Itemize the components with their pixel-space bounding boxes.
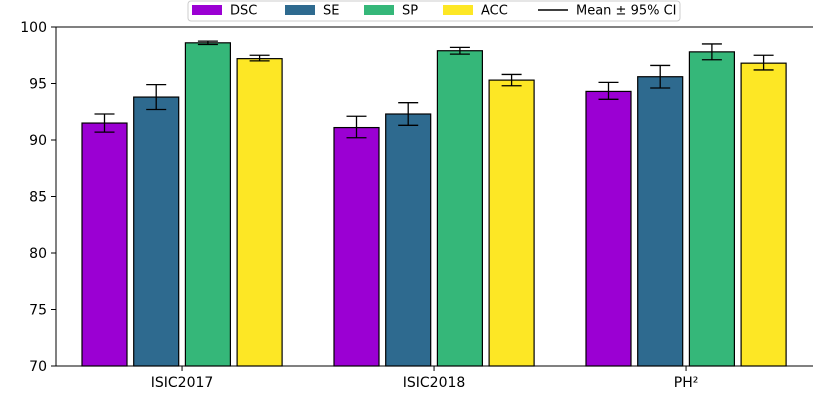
legend-swatch-se	[285, 5, 315, 15]
legend-swatch-sp	[364, 5, 394, 15]
y-tick-label-70: 70	[29, 359, 47, 375]
legend-swatch-dsc	[192, 5, 222, 15]
legend-label-ci: Mean ± 95% CI	[576, 4, 677, 19]
bars	[81, 42, 787, 367]
bar-sp-1	[436, 50, 483, 367]
y-tick-label-100: 100	[20, 20, 47, 36]
x-tick-label-0: ISIC2017	[151, 375, 214, 391]
y-tick-label-80: 80	[29, 246, 47, 262]
bar-dsc-2	[585, 90, 632, 367]
bar-sp-0	[184, 42, 231, 367]
y-tick-label-75: 75	[29, 303, 47, 319]
legend-swatch-acc	[443, 5, 473, 15]
legend: DSC SE SP ACC Mean ± 95% CI	[187, 0, 681, 22]
bar-acc-2	[740, 62, 787, 367]
x-tick-label-1: ISIC2018	[403, 375, 466, 391]
y-tick-label-95: 95	[29, 77, 47, 93]
bar-dsc-0	[81, 122, 128, 367]
axes: 70 75 80 85 90 95 100 ISIC2017 ISIC2018 PH²	[20, 20, 813, 391]
legend-label-acc: ACC	[481, 4, 508, 19]
legend-label-sp: SP	[402, 4, 418, 19]
legend-label-se: SE	[323, 4, 339, 19]
bar-dsc-1	[333, 126, 380, 367]
bar-se-0	[133, 96, 180, 367]
bar-acc-1	[488, 79, 535, 367]
bar-acc-0	[236, 58, 283, 367]
y-tick-label-85: 85	[29, 190, 47, 206]
legend-label-dsc: DSC	[230, 4, 257, 19]
y-tick-label-90: 90	[29, 133, 47, 149]
bar-sp-2	[688, 51, 736, 367]
x-tick-label-2: PH²	[674, 375, 699, 391]
bar-se-1	[385, 113, 432, 367]
bar-se-2	[637, 76, 684, 367]
error-bars	[94, 40, 774, 139]
